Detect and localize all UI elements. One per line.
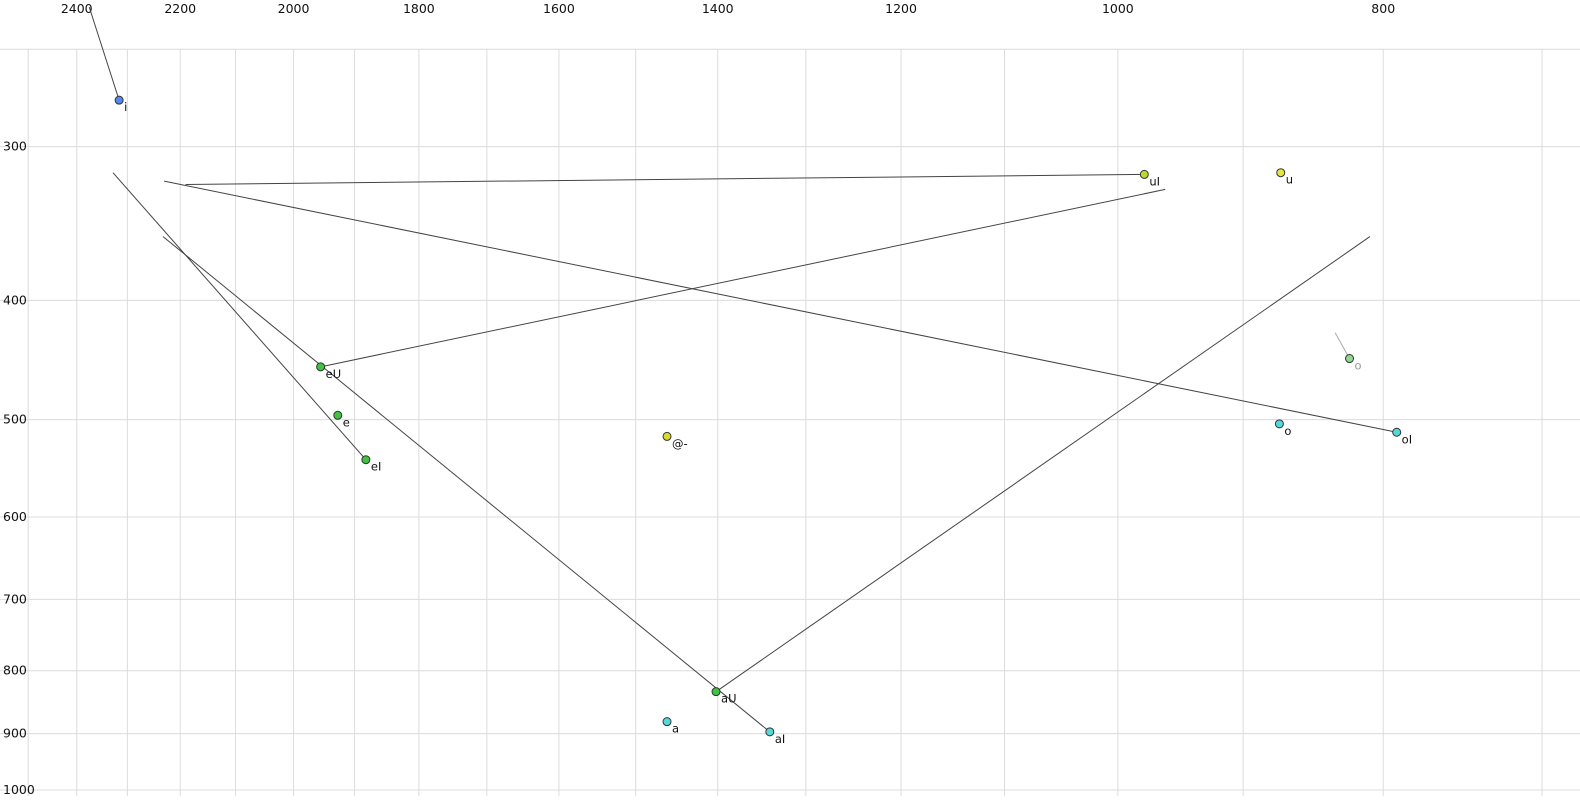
trajectory-line-eU-glide xyxy=(320,188,1166,368)
vowel-label-aU: aU xyxy=(721,692,736,706)
y-tick-label: 1000 xyxy=(3,782,35,797)
vowel-label-u: u xyxy=(1286,173,1293,187)
vowel-point-a[interactable] xyxy=(662,717,672,727)
x-tick-label: 1000 xyxy=(1102,1,1134,16)
vowel-point-eI[interactable] xyxy=(361,455,371,465)
vowel-label-pt: @- xyxy=(672,436,688,450)
vowel-label-oI: oI xyxy=(1402,432,1412,446)
x-tick-label: 1400 xyxy=(702,1,734,16)
trajectory-line-o-glide xyxy=(1334,332,1350,359)
x-tick-label: 2400 xyxy=(61,1,93,16)
x-tick-label: 1600 xyxy=(543,1,575,16)
vowel-label-uI: uI xyxy=(1149,174,1160,188)
x-tick-label: 1800 xyxy=(403,1,435,16)
vowel-point-eU[interactable] xyxy=(316,362,326,372)
x-tick-label: 2200 xyxy=(164,1,196,16)
trajectory-line-eI-glide xyxy=(112,172,367,461)
vowel-label-eI: eI xyxy=(371,460,381,474)
vowel-label-o: o xyxy=(1355,359,1362,373)
x-tick-label: 800 xyxy=(1371,1,1395,16)
vowel-point-uI[interactable] xyxy=(1139,169,1149,179)
vowel-label-aI: aI xyxy=(775,732,785,746)
y-tick-label: 900 xyxy=(3,726,27,741)
vowel-point-aI[interactable] xyxy=(765,727,775,737)
vowel-label-e: e xyxy=(343,415,350,429)
x-tick-label: 2000 xyxy=(278,1,310,16)
vowel-point-i[interactable] xyxy=(114,95,124,105)
vowel-point-aU[interactable] xyxy=(711,687,721,697)
vowel-label-o: o xyxy=(1284,424,1291,438)
vowel-point-e[interactable] xyxy=(333,410,343,420)
trajectory-line-oI-glide xyxy=(164,180,1397,433)
vowel-label-i: i xyxy=(124,100,127,114)
vowel-point-u[interactable] xyxy=(1276,168,1286,178)
vowel-point-o[interactable] xyxy=(1345,354,1355,364)
y-tick-label: 500 xyxy=(3,412,27,427)
y-tick-label: 800 xyxy=(3,663,27,678)
trajectory-line-i-glide xyxy=(88,6,120,101)
y-tick-label: 600 xyxy=(3,509,27,524)
vowel-point-oI[interactable] xyxy=(1392,427,1402,437)
x-tick-label: 1200 xyxy=(885,1,917,16)
vowel-label-a: a xyxy=(672,722,679,736)
trajectory-line-uI-glide xyxy=(185,173,1145,185)
y-tick-label: 400 xyxy=(3,292,27,307)
y-tick-label: 300 xyxy=(3,139,27,154)
vowel-label-eU: eU xyxy=(326,367,342,381)
trajectory-line-aI-glide xyxy=(162,236,771,733)
trajectory-line-aU-glide xyxy=(715,236,1371,693)
y-tick-label: 700 xyxy=(3,591,27,606)
vowel-point-o[interactable] xyxy=(1274,419,1284,429)
vowel-point-pt[interactable] xyxy=(662,431,672,441)
